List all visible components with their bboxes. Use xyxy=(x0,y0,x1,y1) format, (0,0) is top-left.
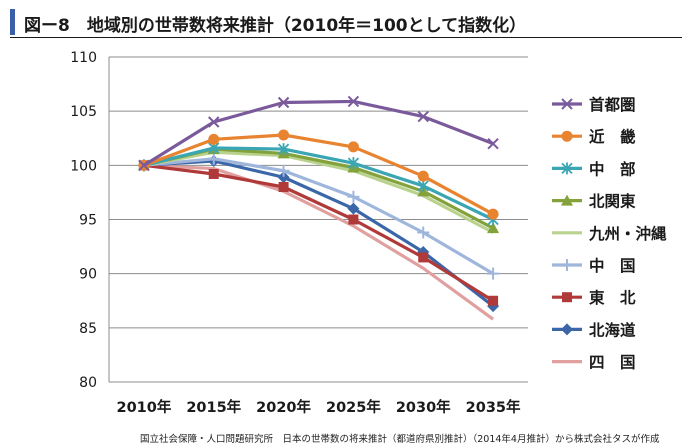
legend-marker xyxy=(561,259,573,271)
data-point xyxy=(278,182,289,192)
legend-label: 近 畿 xyxy=(589,127,636,146)
legend-marker xyxy=(562,292,572,303)
data-point xyxy=(347,95,360,108)
legend-label: 四 国 xyxy=(589,354,636,372)
chart-title: 図ー8 地域別の世帯数将来推計（2010年＝100として指数化） xyxy=(24,16,527,36)
data-point xyxy=(207,152,220,165)
data-point xyxy=(208,169,219,179)
legend-label: 中 国 xyxy=(589,256,636,275)
data-point xyxy=(347,190,360,203)
y-tick-label: 80 xyxy=(79,375,97,391)
legend-marker xyxy=(561,130,573,142)
data-point xyxy=(417,170,429,182)
y-tick-label: 100 xyxy=(70,158,97,174)
data-point xyxy=(417,226,430,239)
legend-marker xyxy=(561,194,573,206)
title-underline xyxy=(10,37,682,38)
data-point xyxy=(347,157,360,170)
x-tick-label: 2010年 xyxy=(116,398,171,416)
data-point xyxy=(418,252,429,263)
data-point xyxy=(278,129,290,141)
title-accent-bar xyxy=(10,9,15,35)
data-point xyxy=(347,141,359,153)
data-point xyxy=(348,214,359,225)
series-line xyxy=(143,99,494,167)
chart-title-bar: 図ー8 地域別の世帯数将来推計（2010年＝100として指数化） xyxy=(10,7,682,38)
data-point xyxy=(417,179,429,192)
legend-label: 北関東 xyxy=(589,192,636,211)
data-point xyxy=(487,222,500,234)
data-point xyxy=(208,133,220,145)
data-point xyxy=(487,267,500,280)
legend-label: 東 北 xyxy=(589,288,636,307)
series-line xyxy=(143,163,494,303)
data-point xyxy=(487,137,499,150)
data-point xyxy=(487,208,499,220)
x-tick-label: 2025年 xyxy=(326,398,381,416)
y-tick-label: 105 xyxy=(70,104,97,120)
data-point xyxy=(347,202,360,215)
x-tick-label: 2030年 xyxy=(396,398,451,416)
x-tick-label: 2035年 xyxy=(466,398,521,416)
y-tick-label: 95 xyxy=(79,213,97,229)
data-point xyxy=(488,295,499,306)
series-line xyxy=(143,157,494,276)
data-point xyxy=(208,116,220,128)
legend-label: 九州・沖縄 xyxy=(588,224,667,243)
data-point xyxy=(417,110,429,123)
legend-marker xyxy=(561,162,573,175)
data-point xyxy=(138,159,150,172)
series-line xyxy=(143,163,495,321)
legend-marker xyxy=(561,323,573,336)
data-point xyxy=(277,171,290,184)
legend-label: 北海道 xyxy=(589,320,636,339)
source-note: 国立社会保障・人口問題研究所 日本の世帯数の将来推計（都道府県別推計）（2014… xyxy=(140,434,660,445)
series-line xyxy=(143,133,494,216)
y-tick-label: 85 xyxy=(79,321,97,337)
legend-label: 首都圏 xyxy=(589,95,636,114)
x-tick-label: 2015年 xyxy=(186,398,241,416)
series-line xyxy=(143,159,495,308)
x-tick-label: 2020年 xyxy=(256,398,311,416)
legend-marker xyxy=(561,98,573,110)
y-tick-label: 90 xyxy=(79,267,97,283)
data-point xyxy=(277,143,290,156)
series-line xyxy=(143,150,494,234)
legend-label: 中 部 xyxy=(589,159,636,178)
data-point xyxy=(277,164,290,177)
series-line xyxy=(143,146,494,221)
data-point xyxy=(277,96,290,109)
y-tick-label: 110 xyxy=(70,50,97,66)
